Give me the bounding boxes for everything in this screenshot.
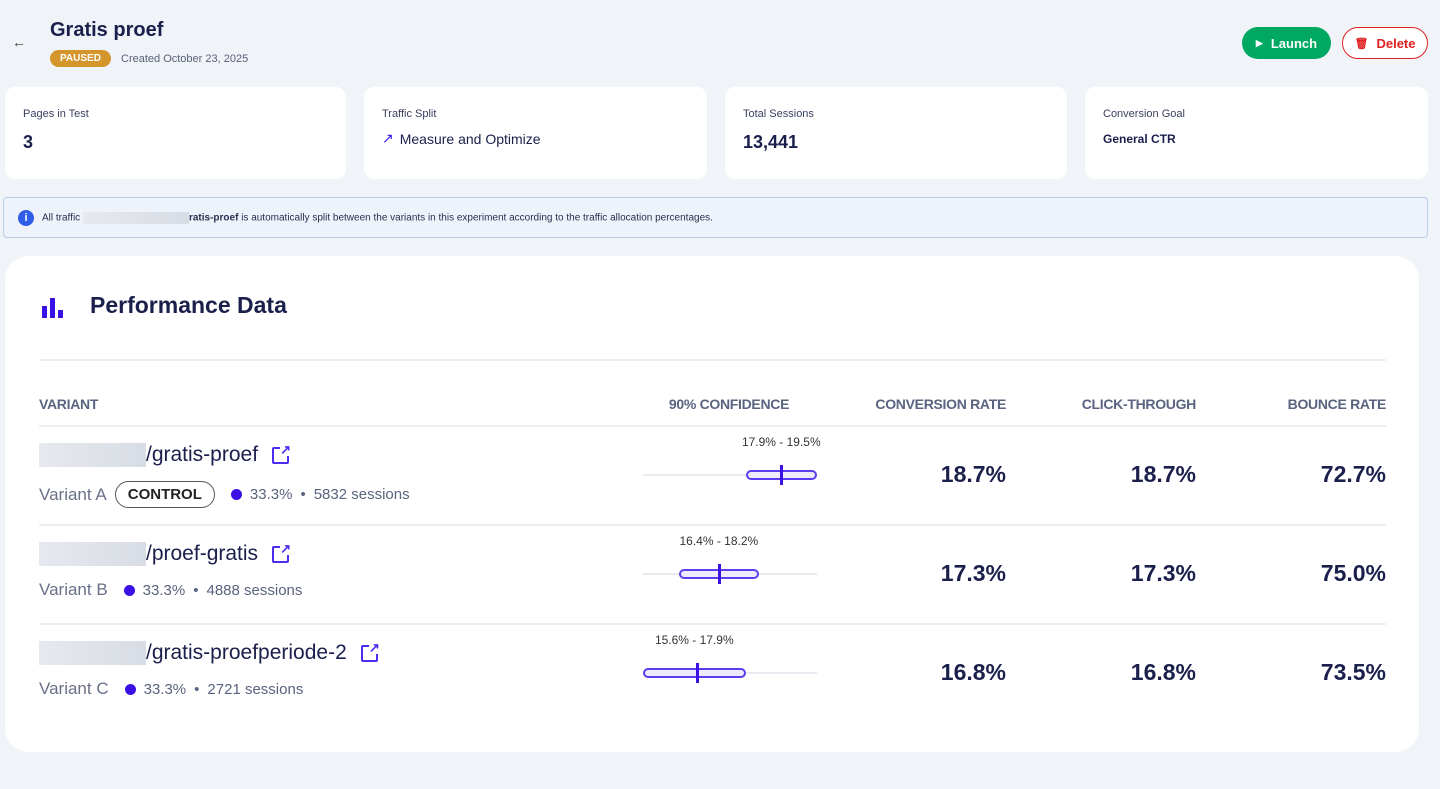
separator: • xyxy=(300,486,306,503)
traffic-split: 33.3% xyxy=(143,680,187,698)
sessions: 4888 sessions xyxy=(206,581,303,599)
table-row: /gratis-proefperiode-2 Variant C 33.3% • 27… xyxy=(39,640,380,699)
col-bounce: BOUNCE RATE xyxy=(1287,396,1387,412)
back-arrow-icon[interactable]: ← xyxy=(12,34,26,50)
card-value: 13,441 xyxy=(743,132,799,152)
ci-point-marker xyxy=(780,465,784,485)
click-through: 17.3% xyxy=(1130,560,1196,586)
info-text: All traffic ratis-proef is automatically… xyxy=(42,211,713,224)
card-value: General CTR xyxy=(1103,132,1176,146)
delete-label: Delete xyxy=(1376,35,1416,51)
row-divider xyxy=(39,425,1386,427)
conversion-rate: 17.3% xyxy=(940,560,1006,586)
trending-up-icon: ↗ xyxy=(382,130,394,146)
click-through: 18.7% xyxy=(1130,461,1196,487)
bounce-rate: 75.0% xyxy=(1320,560,1386,586)
separator: • xyxy=(194,680,200,698)
row-divider xyxy=(39,623,1386,625)
separator: • xyxy=(193,581,199,599)
variant-color-dot xyxy=(230,489,242,500)
bounce-rate: 72.7% xyxy=(1320,461,1386,487)
card-label: Pages in Test xyxy=(23,108,89,120)
redacted-domain xyxy=(39,443,146,467)
info-icon: i xyxy=(18,209,34,226)
card-sessions: Total Sessions 13,441 xyxy=(725,87,1067,179)
external-link-icon[interactable] xyxy=(272,442,291,464)
card-value: Measure and Optimize xyxy=(399,130,541,147)
variant-path: /gratis-proef xyxy=(146,443,259,466)
card-value: 3 xyxy=(23,132,34,152)
traffic-split: 33.3% xyxy=(142,581,186,599)
traffic-split: 33.3% xyxy=(249,486,293,503)
redacted-domain xyxy=(39,542,146,566)
sessions: 2721 sessions xyxy=(207,680,304,698)
ci-point-marker xyxy=(695,663,699,683)
card-label: Total Sessions xyxy=(743,108,814,120)
launch-button[interactable]: ▶ Launch xyxy=(1242,27,1331,59)
variant-name: Variant A xyxy=(39,484,107,504)
delete-button[interactable]: 🗑 Delete xyxy=(1342,27,1428,59)
col-confidence: 90% CONFIDENCE xyxy=(668,396,790,412)
ci-point-marker xyxy=(717,564,721,584)
click-through: 16.8% xyxy=(1130,659,1196,685)
ci-label: 16.4% - 18.2% xyxy=(679,534,759,548)
table-row: /proef-gratis Variant B 33.3% • 4888 sessio… xyxy=(39,541,303,600)
bar-chart-icon xyxy=(42,298,63,318)
external-link-icon[interactable] xyxy=(360,640,380,662)
conversion-rate: 16.8% xyxy=(940,659,1006,685)
play-icon: ▶ xyxy=(1255,37,1263,48)
card-label: Traffic Split xyxy=(382,108,437,120)
page-title: Gratis proef xyxy=(50,19,164,41)
card-label: Conversion Goal xyxy=(1103,108,1185,120)
created-date: Created October 23, 2025 xyxy=(121,53,249,65)
col-variant: VARIANT xyxy=(39,396,99,412)
card-traffic-split: Traffic Split ↗ Measure and Optimize xyxy=(364,87,707,179)
ci-label: 17.9% - 19.5% xyxy=(741,435,821,449)
variant-path: /gratis-proefperiode-2 xyxy=(146,641,347,664)
redacted-domain xyxy=(39,641,146,665)
status-badge: PAUSED xyxy=(50,50,111,67)
variant-color-dot xyxy=(123,584,135,596)
col-ctr: CLICK-THROUGH xyxy=(1081,396,1197,412)
performance-title: Performance Data xyxy=(90,292,287,318)
variant-name: Variant B xyxy=(39,580,108,599)
launch-label: Launch xyxy=(1270,35,1318,51)
external-link-icon[interactable] xyxy=(272,541,291,563)
trash-icon: 🗑 xyxy=(1354,37,1369,50)
ci-label: 15.6% - 17.9% xyxy=(654,633,734,647)
card-pages: Pages in Test 3 xyxy=(5,87,346,179)
control-badge: CONTROL xyxy=(114,481,215,508)
ci-bar xyxy=(643,668,746,678)
col-conversion: CONVERSION RATE xyxy=(875,396,1006,412)
info-banner: i All traffic ratis-proef is automatical… xyxy=(3,197,1428,238)
divider xyxy=(39,359,1386,361)
bounce-rate: 73.5% xyxy=(1320,659,1386,685)
card-goal: Conversion Goal General CTR xyxy=(1085,87,1428,179)
variant-path: /proef-gratis xyxy=(146,542,259,565)
ci-track xyxy=(643,474,817,476)
sessions: 5832 sessions xyxy=(313,486,410,503)
conversion-rate: 18.7% xyxy=(940,461,1006,487)
variant-name: Variant C xyxy=(39,679,109,698)
variant-color-dot xyxy=(124,683,136,695)
table-row: /gratis-proef Variant A CONTROL 33.3% • 5832… xyxy=(39,442,410,508)
row-divider xyxy=(39,524,1386,526)
